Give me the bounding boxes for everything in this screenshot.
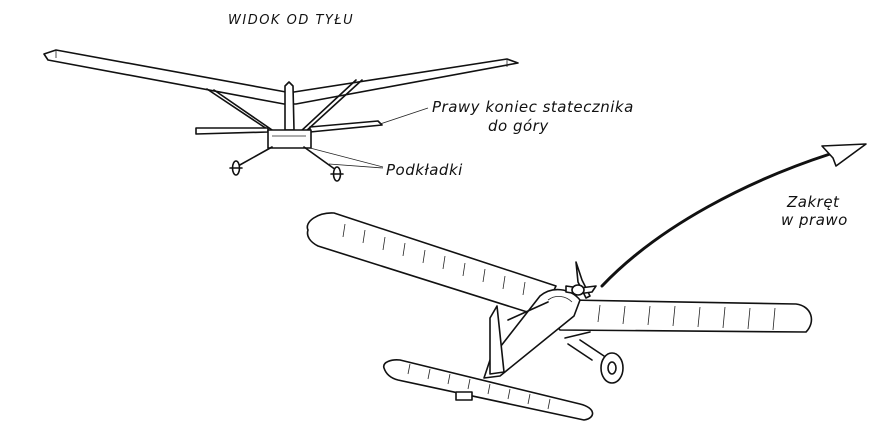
rear-view-drawing — [43, 49, 519, 182]
rear-view-stabilizer — [195, 127, 269, 135]
stabilizer-label-line1: Prawy koniec statecznika — [432, 98, 634, 116]
wing-left-ribs — [342, 223, 526, 296]
fuselage — [483, 288, 581, 379]
stabilizer-label-line2: do góry — [488, 117, 549, 135]
turn-label-line2: w prawo — [781, 211, 848, 229]
wing-right — [549, 299, 813, 333]
rear-view-fuselage — [267, 129, 312, 149]
rear-view-strut-right — [304, 79, 363, 133]
leader-shims-1 — [309, 147, 384, 168]
arrow-head — [821, 143, 867, 167]
rear-view-title: WIDOK OD TYŁU — [228, 13, 355, 28]
turn-arrow — [600, 143, 867, 288]
rear-view-strut-left — [206, 88, 271, 132]
shims-label: Podkładki — [386, 161, 463, 179]
rear-view-fin — [284, 81, 295, 131]
leader-shims-2 — [328, 163, 384, 169]
rear-view-wing — [43, 49, 519, 105]
wing-right-ribs — [597, 304, 776, 331]
leader-stabilizer — [379, 107, 429, 125]
turn-label-line1: Zakręt — [787, 193, 840, 211]
perspective-view-drawing — [306, 212, 813, 421]
propeller — [565, 261, 597, 299]
vertical-fin — [489, 305, 505, 375]
horizontal-stabilizer — [382, 359, 594, 421]
